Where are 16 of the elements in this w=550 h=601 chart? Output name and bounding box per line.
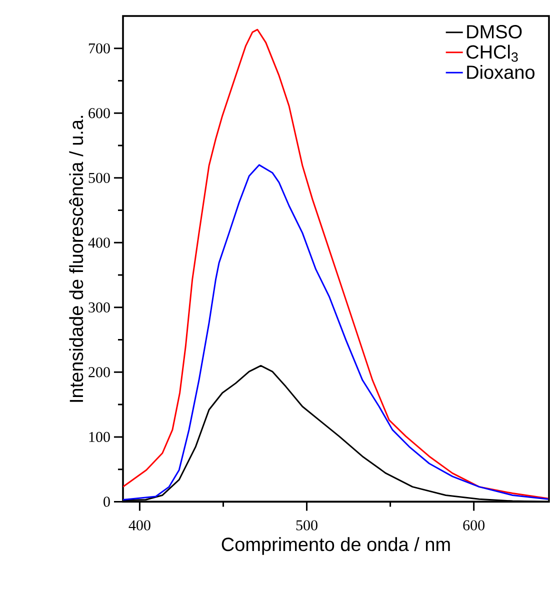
y-tick-label: 300 xyxy=(88,302,110,312)
y-tick-label: 200 xyxy=(88,367,110,378)
y-tick-label: 600 xyxy=(88,108,110,118)
y-tick-label: 500 xyxy=(88,172,110,183)
y-tick-label: 0 xyxy=(104,496,110,507)
y-tick-label: 700 xyxy=(89,43,110,54)
legend-label: Dioxano xyxy=(467,65,535,79)
y-tick-label: 100 xyxy=(89,432,110,442)
x-tick-label: 500 xyxy=(296,520,318,530)
legend-label: DMSO xyxy=(467,25,522,38)
x-axis-title: Comprimento de onda / nm xyxy=(222,537,450,555)
y-tick-label: 400 xyxy=(88,238,110,248)
x-tick-label: 600 xyxy=(463,520,485,530)
x-tick-label: 400 xyxy=(128,520,150,530)
y-axis-title: Intensidade de fluorescência / u.a. xyxy=(69,116,84,402)
legend-label: CHCl$_{3}$ xyxy=(466,44,518,62)
